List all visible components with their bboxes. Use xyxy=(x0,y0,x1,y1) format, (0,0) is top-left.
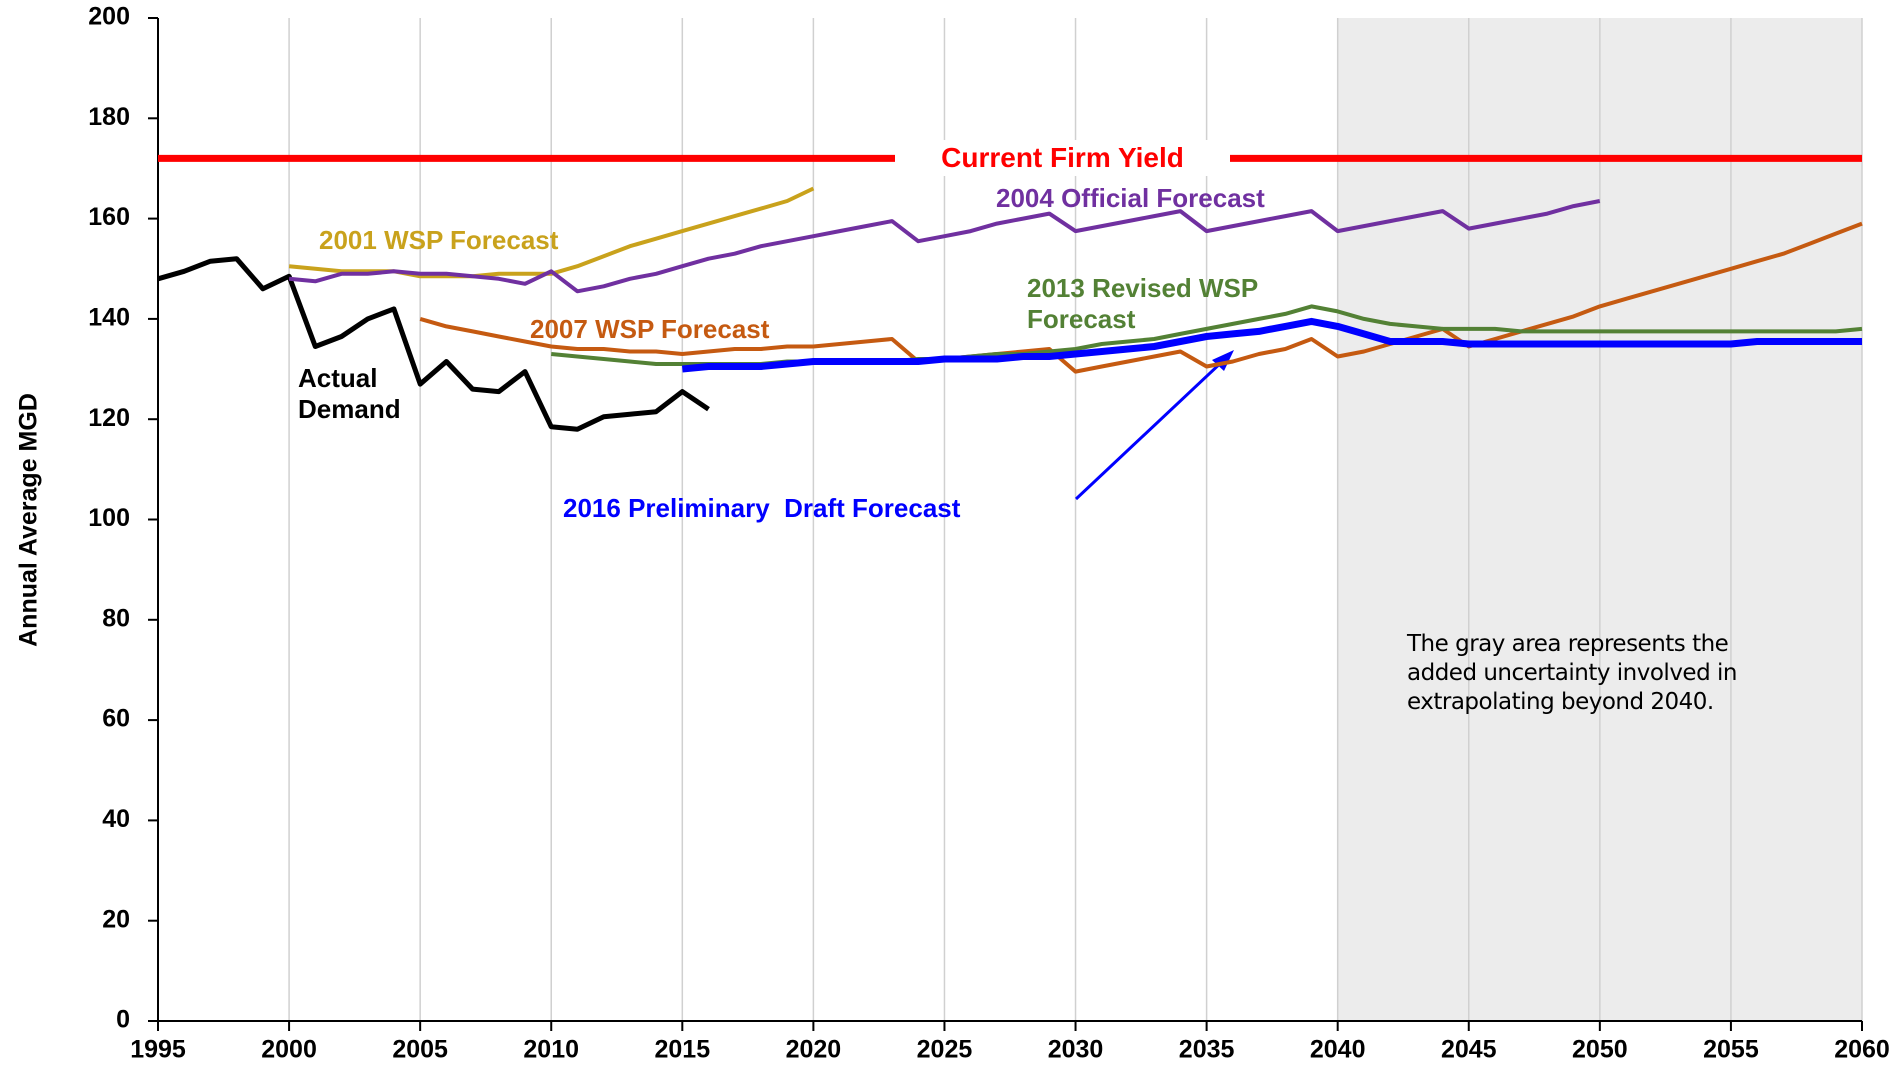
y-tick-label: 160 xyxy=(88,203,130,231)
x-tick-label: 2035 xyxy=(1179,1036,1235,1064)
x-tick-label: 2050 xyxy=(1572,1036,1628,1064)
x-tick-label: 2055 xyxy=(1703,1036,1759,1064)
series-label: 2001 WSP Forecast xyxy=(319,225,559,255)
x-tick-label: 2015 xyxy=(654,1036,710,1064)
y-axis-label: Annual Average MGD xyxy=(15,393,43,647)
series-line xyxy=(419,221,1863,374)
series-line xyxy=(681,317,1862,373)
series-label: 2016 Preliminary Draft Forecast xyxy=(563,493,961,523)
series-label: Actual Demand xyxy=(298,363,401,424)
y-tick-label: 140 xyxy=(88,304,130,332)
note: The gray area represents the added uncer… xyxy=(1407,631,1737,715)
y-tick-label: 60 xyxy=(102,705,130,733)
x-tick-label: 2000 xyxy=(261,1036,317,1064)
x-tick-label: 2020 xyxy=(786,1036,842,1064)
reference-label: Current Firm Yield xyxy=(895,140,1230,177)
y-tick-label: 20 xyxy=(102,905,130,933)
series-label: 2007 WSP Forecast xyxy=(530,314,770,344)
y-tick-label: 0 xyxy=(116,1006,130,1034)
annotation-arrow xyxy=(1074,357,1227,501)
x-tick-label: 2045 xyxy=(1441,1036,1497,1064)
y-tick-label: 40 xyxy=(102,805,130,833)
arrow-head xyxy=(1212,350,1234,371)
series-line xyxy=(157,256,710,432)
series-label: 2013 Revised WSP Forecast xyxy=(1027,273,1265,334)
x-tick-label: 2040 xyxy=(1310,1036,1366,1064)
x-tick-label: 2060 xyxy=(1834,1036,1890,1064)
y-tick-label: 120 xyxy=(88,404,130,432)
y-tick-label: 200 xyxy=(88,3,130,31)
y-tick-label: 100 xyxy=(88,504,130,532)
x-tick-label: 2025 xyxy=(917,1036,973,1064)
x-tick-label: 2005 xyxy=(392,1036,448,1064)
y-tick-label: 180 xyxy=(88,103,130,131)
x-tick-label: 2010 xyxy=(523,1036,579,1064)
series-line xyxy=(288,199,1601,294)
y-tick-label: 80 xyxy=(102,604,130,632)
series-label: 2004 Official Forecast xyxy=(996,183,1265,213)
x-tick-label: 1995 xyxy=(130,1036,186,1064)
x-tick-label: 2030 xyxy=(1048,1036,1104,1064)
